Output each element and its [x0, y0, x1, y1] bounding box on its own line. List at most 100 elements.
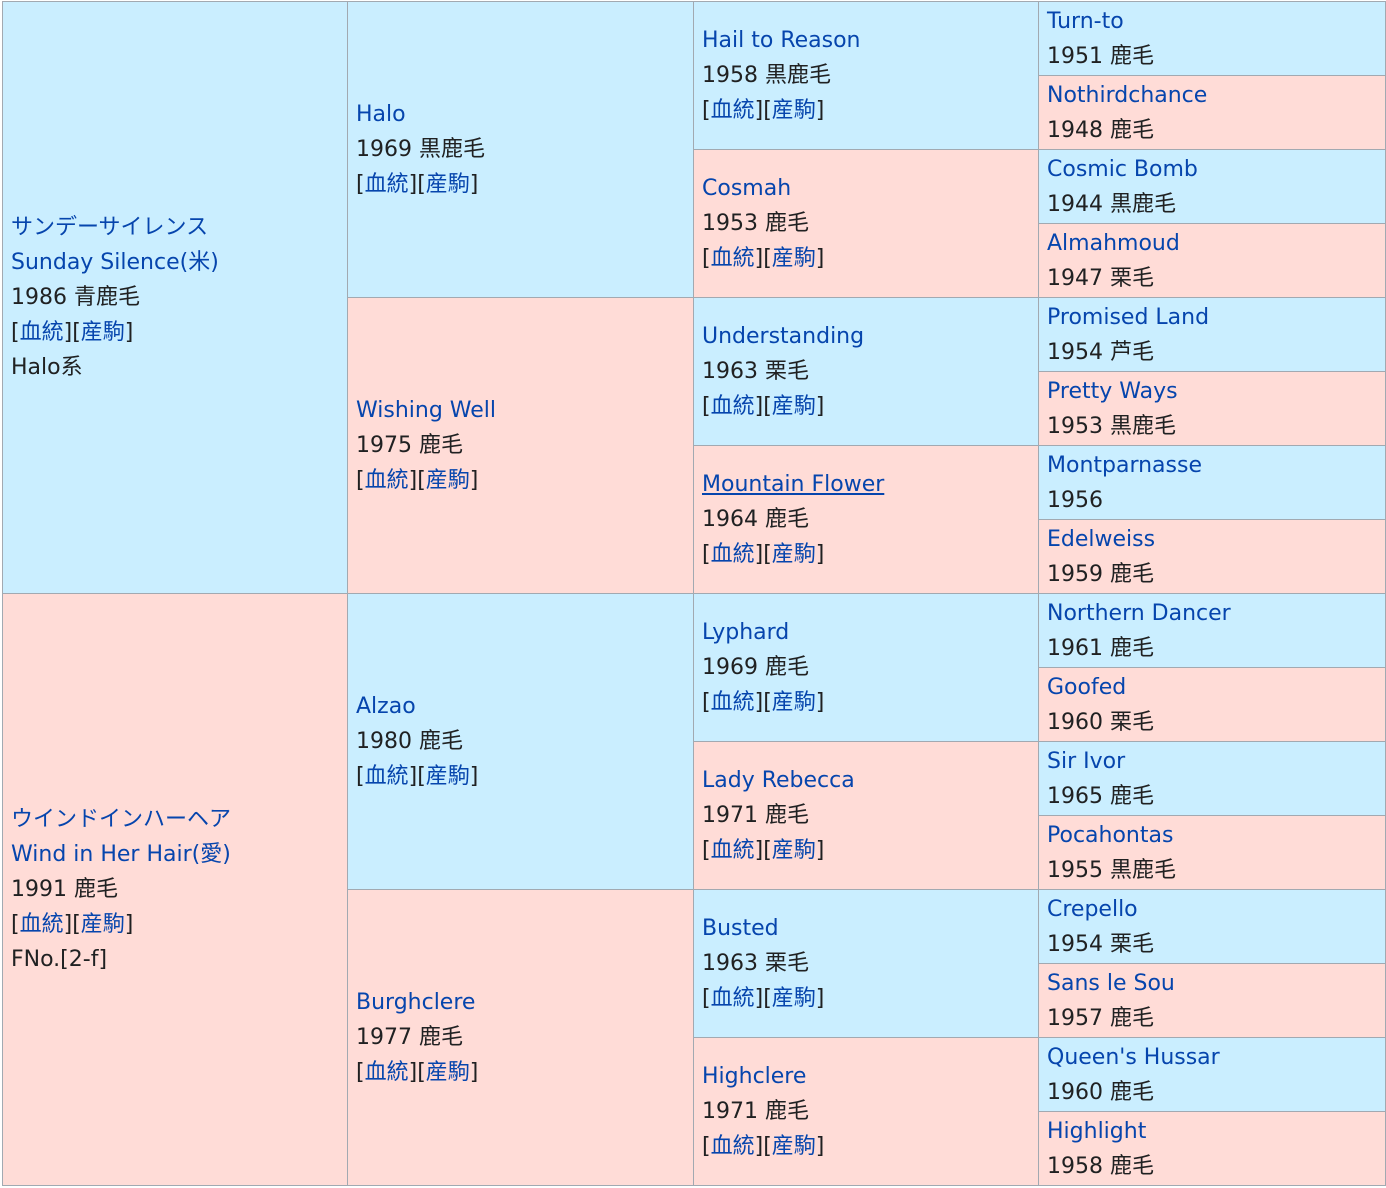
gen4-cell: Cosmic Bomb 1944 黒鹿毛	[1038, 149, 1386, 224]
horse-name-line: Busted	[702, 911, 1038, 946]
bracket-open: [	[356, 172, 365, 197]
lineage-link[interactable]: 血統	[364, 468, 409, 493]
horse-name-line: Alzao	[356, 689, 693, 724]
progeny-link[interactable]: 産駒	[425, 468, 470, 493]
horse-name-link[interactable]: Montparnasse	[1047, 452, 1202, 478]
lineage-link[interactable]: 血統	[710, 98, 755, 123]
horse-name-link[interactable]: Pretty Ways	[1047, 378, 1178, 404]
horse-name-link[interactable]: Sans le Sou	[1047, 970, 1175, 996]
progeny-link[interactable]: 産駒	[425, 172, 470, 197]
pedigree-links: [血統][産駒]	[702, 389, 1038, 424]
horse-name-link[interactable]: Goofed	[1047, 674, 1127, 700]
pedigree-links: [血統][産駒]	[356, 167, 693, 202]
progeny-link[interactable]: 産駒	[80, 912, 125, 937]
horse-info: 1958 鹿毛	[1047, 1153, 1154, 1179]
lineage-link[interactable]: 血統	[710, 838, 755, 863]
progeny-link[interactable]: 産駒	[771, 542, 816, 567]
progeny-link[interactable]: 産駒	[771, 394, 816, 419]
gen3-cell: Lady Rebecca 1971 鹿毛 [血統][産駒]	[693, 741, 1039, 890]
horse-name-link[interactable]: Busted	[702, 916, 779, 941]
horse-name-line: Lyphard	[702, 615, 1038, 650]
horse-info: 1961 鹿毛	[1047, 635, 1154, 661]
horse-name-line: Northern Dancer	[1047, 596, 1385, 631]
horse-name-link[interactable]: Understanding	[702, 324, 865, 349]
horse-name-link[interactable]: Turn-to	[1047, 8, 1124, 34]
gen4-cell: Nothirdchance 1948 鹿毛	[1038, 75, 1386, 150]
lineage-link[interactable]: 血統	[19, 320, 64, 345]
gen3-cell: Understanding 1963 栗毛 [血統][産駒]	[693, 297, 1039, 446]
bracket-pair: ][	[754, 690, 772, 715]
pedigree-row: Wishing Well 1975 鹿毛 [血統][産駒] Understanding…	[3, 297, 1386, 594]
bracket-close: ]	[815, 838, 825, 863]
gen4-cell: Pretty Ways 1953 黒鹿毛	[1038, 371, 1386, 446]
horse-name-link[interactable]: Wishing Well	[356, 398, 497, 423]
horse-name-link[interactable]: ウインドインハーヘア	[11, 807, 232, 832]
lineage-link[interactable]: 血統	[710, 690, 755, 715]
lineage-link[interactable]: 血統	[710, 246, 755, 271]
horse-name-link[interactable]: Cosmah	[702, 176, 792, 201]
horse-name-line: Promised Land	[1047, 300, 1385, 335]
lineage-link[interactable]: 血統	[710, 1134, 755, 1159]
lineage-link[interactable]: 血統	[710, 394, 755, 419]
gen2-cell: Halo 1969 黒鹿毛 [血統][産駒]	[347, 1, 694, 298]
progeny-link[interactable]: 産駒	[80, 320, 125, 345]
horse-name-link[interactable]: Hail to Reason	[702, 28, 861, 53]
gen3-cell: Lyphard 1969 鹿毛 [血統][産駒]	[693, 593, 1039, 742]
horse-info: 1957 鹿毛	[1047, 1005, 1154, 1031]
horse-name-link[interactable]: Halo	[356, 102, 406, 127]
pedigree-links: [血統][産駒]	[702, 93, 1038, 128]
horse-name-link[interactable]: Nothirdchance	[1047, 82, 1208, 108]
gen4-cell: Sans le Sou 1957 鹿毛	[1038, 963, 1386, 1038]
horse-name-link[interactable]: Alzao	[356, 694, 416, 719]
horse-name-link[interactable]: Sir Ivor	[1047, 748, 1126, 774]
bracket-pair: ][	[754, 542, 772, 567]
lineage-note: FNo.[2-f]	[11, 947, 108, 972]
horse-name-link[interactable]: Highclere	[702, 1064, 807, 1089]
bracket-open: [	[702, 1134, 711, 1159]
lineage-link[interactable]: 血統	[19, 912, 64, 937]
progeny-link[interactable]: 産駒	[771, 986, 816, 1011]
bracket-close: ]	[815, 394, 825, 419]
lineage-link[interactable]: 血統	[364, 172, 409, 197]
horse-name-link[interactable]: Sunday Silence(米)	[11, 250, 219, 275]
horse-info: 1944 黒鹿毛	[1047, 191, 1176, 217]
horse-name-line: Mountain Flower	[702, 467, 1038, 502]
horse-name-link[interactable]: Mountain Flower	[702, 472, 885, 497]
bracket-pair: ][	[754, 98, 772, 123]
progeny-link[interactable]: 産駒	[771, 246, 816, 271]
bracket-open: [	[356, 468, 365, 493]
horse-name-link[interactable]: Queen's Hussar	[1047, 1044, 1220, 1070]
progeny-link[interactable]: 産駒	[771, 838, 816, 863]
lineage-link[interactable]: 血統	[364, 1060, 409, 1085]
progeny-link[interactable]: 産駒	[425, 764, 470, 789]
horse-info: 1955 黒鹿毛	[1047, 857, 1176, 883]
lineage-link[interactable]: 血統	[364, 764, 409, 789]
horse-name-link[interactable]: Lyphard	[702, 620, 790, 645]
pedigree-links: [血統][産駒]	[702, 685, 1038, 720]
horse-name-link[interactable]: Cosmic Bomb	[1047, 156, 1198, 182]
bracket-close: ]	[124, 912, 134, 937]
horse-name-link[interactable]: Wind in Her Hair(愛)	[11, 842, 231, 867]
horse-name-link[interactable]: Burghclere	[356, 990, 476, 1015]
horse-name-link[interactable]: Lady Rebecca	[702, 768, 855, 793]
horse-name-link[interactable]: Edelweiss	[1047, 526, 1156, 552]
horse-name-link[interactable]: Almahmoud	[1047, 230, 1180, 256]
horse-info: 1953 黒鹿毛	[1047, 413, 1176, 439]
progeny-link[interactable]: 産駒	[771, 98, 816, 123]
pedigree-row: Mountain Flower 1964 鹿毛 [血統][産駒] Montparnas…	[3, 445, 1386, 594]
progeny-link[interactable]: 産駒	[771, 1134, 816, 1159]
horse-name-link[interactable]: Pocahontas	[1047, 822, 1174, 848]
horse-info: 1969 黒鹿毛	[356, 137, 485, 162]
horse-name-link[interactable]: Northern Dancer	[1047, 600, 1231, 626]
progeny-link[interactable]: 産駒	[425, 1060, 470, 1085]
progeny-link[interactable]: 産駒	[771, 690, 816, 715]
lineage-link[interactable]: 血統	[710, 986, 755, 1011]
horse-name-link[interactable]: サンデーサイレンス	[11, 215, 209, 240]
lineage-link[interactable]: 血統	[710, 542, 755, 567]
horse-name-link[interactable]: Highlight	[1047, 1118, 1147, 1144]
horse-name-link[interactable]: Promised Land	[1047, 304, 1210, 330]
horse-name-link[interactable]: Crepello	[1047, 896, 1138, 922]
horse-name-line: Sans le Sou	[1047, 966, 1385, 1001]
